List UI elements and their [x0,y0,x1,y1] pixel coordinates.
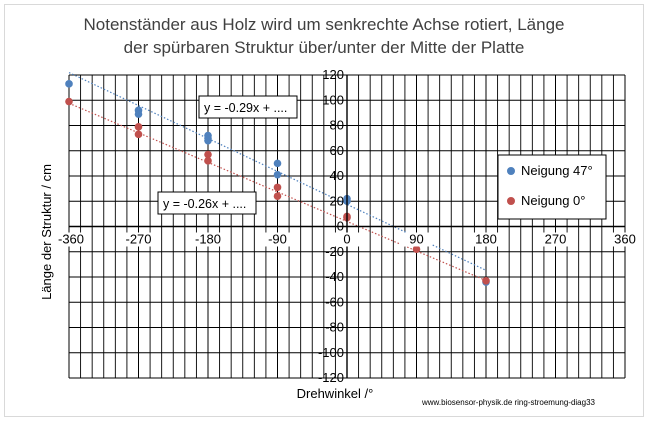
y-tick-label: -80 [325,320,344,335]
legend: Neigung 47° Neigung 0° [497,154,607,220]
legend-label-47: Neigung 47° [521,163,593,178]
x-tick-label-bg [331,232,363,247]
data-points [65,80,490,286]
x-tick-label: -270 [125,232,151,247]
y-tick-label: 100 [322,92,344,107]
y-tick-label: -100 [318,345,344,360]
x-tick-label: 0 [343,232,350,247]
x-tick-label: 270 [545,232,567,247]
legend-marker-47 [507,167,515,175]
x-tick-label-bg [470,232,502,247]
equation-box-0: y = -0.26x + .... [157,191,257,215]
y-tick-label: 40 [330,168,344,183]
x-tick-label: -180 [195,232,221,247]
x-tick-label-bg [192,232,224,247]
data-point-series-1 [204,157,212,165]
data-point-series-0 [134,110,143,118]
x-tick-label-bg [261,232,294,247]
x-tick-label-bg [539,232,572,247]
trendline-label-0: y = -0.26x + .... [163,197,246,211]
y-tick-label: -60 [325,294,344,309]
axes [69,75,625,378]
x-axis-title: Drehwinkel /° [297,386,374,401]
x-tick-label: -360 [58,232,84,247]
y-tick-label: 20 [330,193,344,208]
y-tick-label: 120 [322,67,344,82]
x-tick-label: 180 [475,232,497,247]
equation-box-47: y = -0.29x + .... [198,95,298,119]
chart-title-line-2: der spürbaren Struktur über/unter der Mi… [124,38,525,57]
y-tick-label: -40 [325,269,344,284]
legend-label-0: Neigung 0° [521,193,585,208]
x-tick-label-bg [55,232,87,247]
y-tick-label: -20 [325,244,344,259]
data-point-series-0 [273,159,282,168]
legend-marker-0 [507,197,515,205]
data-point-series-1 [273,192,282,200]
data-point-series-0 [65,80,73,88]
y-axis-title: Länge der Struktur / cm [39,164,54,300]
data-point-series-1 [65,97,73,106]
source-note: www.biosensor-physik.de ring-stroemung-d… [421,398,596,407]
data-point-series-1 [482,276,490,285]
x-tick-label-bg [400,232,433,247]
data-point-series-1 [273,183,282,192]
x-tick-label: 360 [614,232,636,247]
x-tick-label: 90 [409,232,423,247]
data-point-series-1 [134,130,143,139]
tick-labels: -120-100-80-60-40-20020406080100120-360-… [55,67,641,385]
data-point-series-1 [204,150,212,159]
y-tick-label: -120 [318,370,344,385]
data-point-series-0 [204,136,212,145]
data-point-series-0 [273,170,282,179]
y-tick-label: 80 [330,118,344,133]
x-tick-label-bg [609,232,641,247]
chart-title-line-1: Notenständer aus Holz wird um senkrechte… [84,15,565,34]
chart-frame: -120 -100 -80 -60 -40 -20 0 20 40 60 80 100 120 -360-… [4,4,644,417]
data-point-series-1 [134,122,143,131]
chart: -120-100-80-60-40-20020406080100120-360-… [39,15,641,407]
y-tick-label: 0 [337,219,344,234]
x-tick-label: -90 [268,232,287,247]
data-point-series-1 [412,245,421,254]
y-tick-label: 60 [330,143,344,158]
x-tick-label-bg [122,232,155,247]
trendline-label-47: y = -0.29x + .... [204,101,287,115]
